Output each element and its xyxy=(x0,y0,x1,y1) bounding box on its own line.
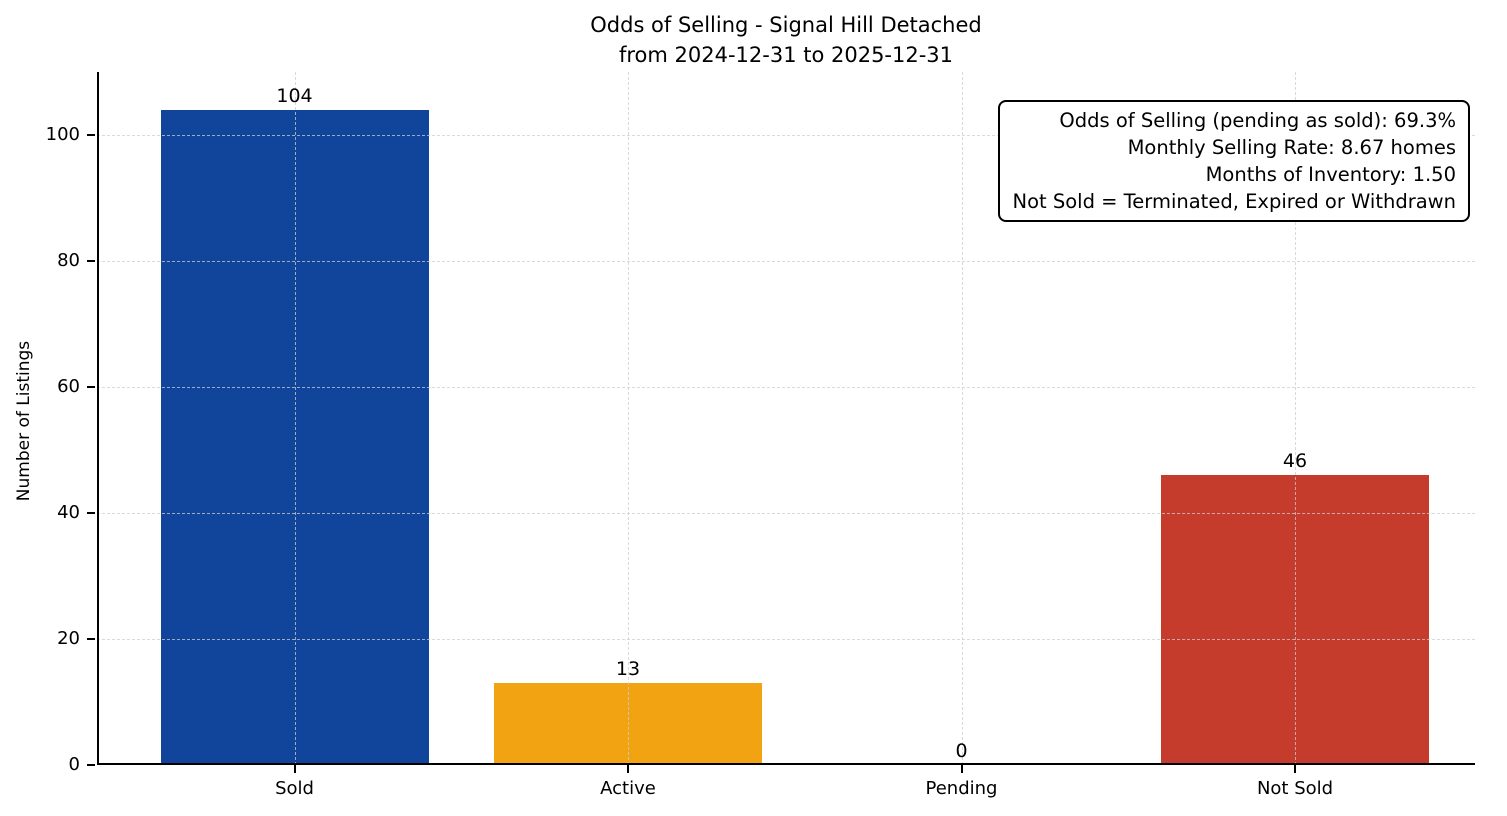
h-gridline xyxy=(97,387,1475,388)
h-gridline xyxy=(97,135,1475,136)
annotation-line-monthly-rate: Monthly Selling Rate: 8.67 homes xyxy=(1127,136,1456,159)
v-gridline xyxy=(961,72,963,765)
x-tick-label-not-sold: Not Sold xyxy=(1256,778,1334,799)
y-tick-mark xyxy=(87,512,95,514)
annotation-line-odds: Odds of Selling (pending as sold): 69.3% xyxy=(1059,109,1456,132)
y-tick-label: 40 xyxy=(57,502,80,523)
chart-title: Odds of Selling - Signal Hill Detached xyxy=(590,13,982,37)
h-gridline xyxy=(97,513,1475,514)
h-gridline xyxy=(97,639,1475,640)
chart-subtitle: from 2024-12-31 to 2025-12-31 xyxy=(618,43,954,67)
y-tick-label: 60 xyxy=(57,376,80,397)
y-tick-mark xyxy=(87,134,95,136)
x-tick-label-sold: Sold xyxy=(275,778,314,799)
bar-value-label-pending: 0 xyxy=(955,740,968,762)
y-tick-label: 100 xyxy=(45,124,80,145)
x-tick-mark xyxy=(627,765,629,773)
y-tick-label: 20 xyxy=(57,628,80,649)
chart-title-block: Odds of Selling - Signal Hill Detached f… xyxy=(97,10,1475,70)
v-gridline xyxy=(294,72,296,765)
x-tick-mark xyxy=(960,765,963,773)
annotation-line-not-sold-def: Not Sold = Terminated, Expired or Withdr… xyxy=(1012,190,1456,213)
x-tick-label-pending: Pending xyxy=(925,778,998,799)
h-gridline xyxy=(97,261,1475,262)
y-tick-mark xyxy=(87,260,95,262)
x-tick-mark xyxy=(1294,765,1296,773)
bar-value-label-not-sold: 46 xyxy=(1282,450,1308,473)
y-tick-mark xyxy=(87,386,95,388)
x-tick-label-active: Active xyxy=(600,778,656,799)
v-gridline xyxy=(628,72,629,765)
y-tick-label: 80 xyxy=(57,250,80,271)
stats-annotation-box: Odds of Selling (pending as sold): 69.3%… xyxy=(998,100,1470,222)
annotation-line-inventory: Months of Inventory: 1.50 xyxy=(1205,163,1456,186)
y-tick-mark xyxy=(87,764,95,766)
x-tick-mark xyxy=(293,765,296,773)
y-axis-label: Number of Listings xyxy=(14,340,34,502)
v-gridline xyxy=(1295,72,1296,765)
bar-value-label-sold: 104 xyxy=(276,84,313,107)
y-tick-label: 0 xyxy=(68,754,80,775)
bar-value-label-active: 13 xyxy=(615,658,641,681)
plot-area xyxy=(97,72,1475,765)
y-tick-mark xyxy=(87,638,95,640)
